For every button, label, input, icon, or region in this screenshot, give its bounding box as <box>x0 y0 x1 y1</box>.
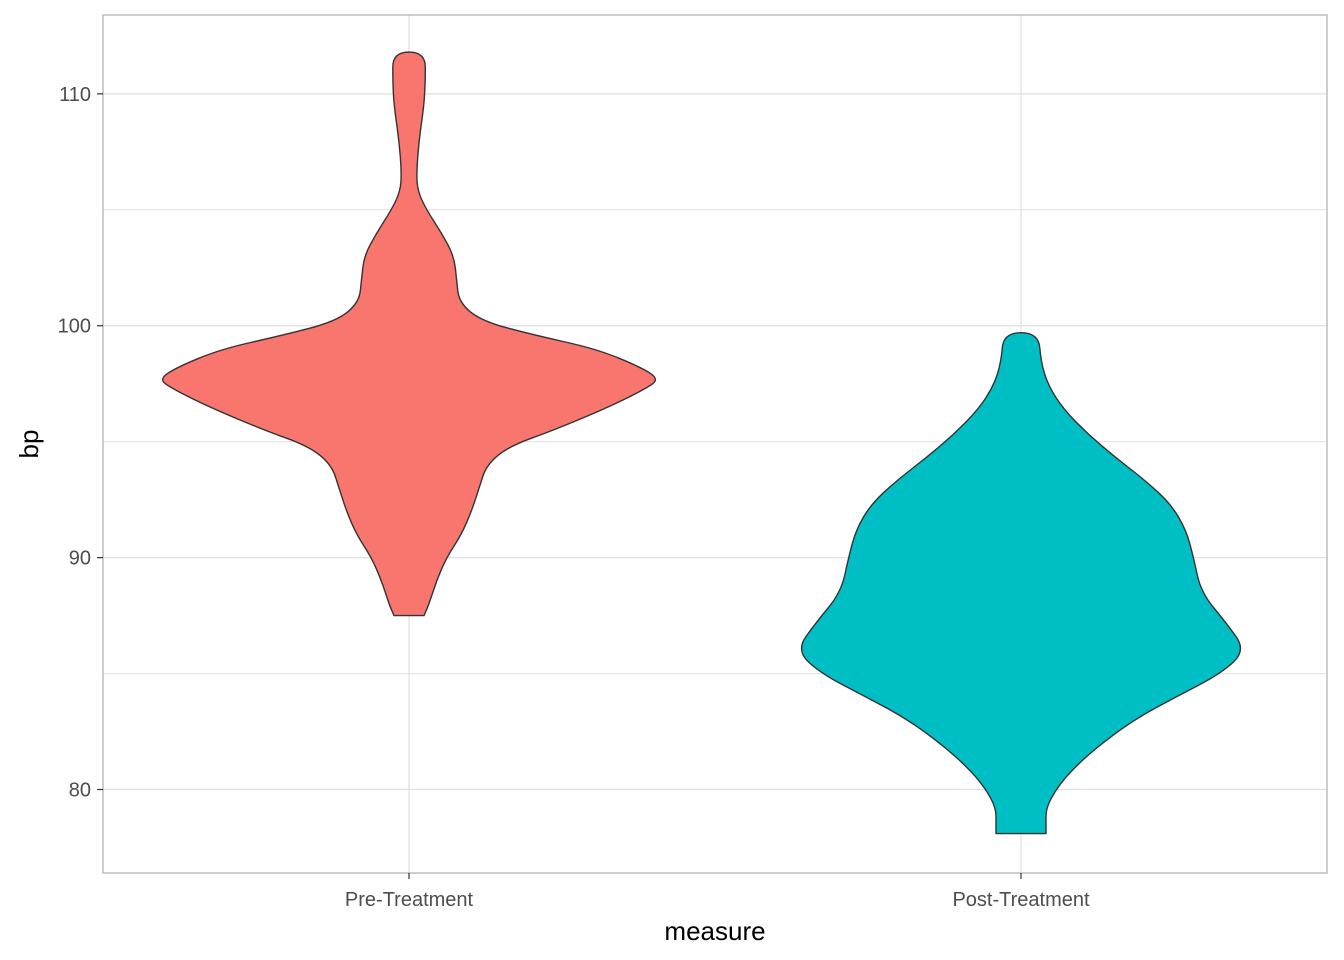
violin-post-treatment <box>800 332 1242 835</box>
x-axis: Pre-Treatment Post-Treatment <box>345 873 1090 911</box>
x-tick-label: Pre-Treatment <box>345 889 474 911</box>
y-tick-label: 80 <box>69 780 91 802</box>
violins <box>161 51 1242 835</box>
x-axis-title: measure <box>664 916 765 946</box>
y-tick-label: 100 <box>58 316 91 338</box>
x-tick-label: Post-Treatment <box>952 889 1090 911</box>
y-tick-label: 110 <box>59 84 91 106</box>
violin-pre-treatment <box>161 51 657 617</box>
panel-border <box>102 14 1328 874</box>
grid <box>103 15 1327 873</box>
y-axis-title: bp <box>14 430 44 459</box>
y-tick-label: 90 <box>69 548 91 570</box>
y-axis: 80 90 100 110 <box>58 84 103 802</box>
